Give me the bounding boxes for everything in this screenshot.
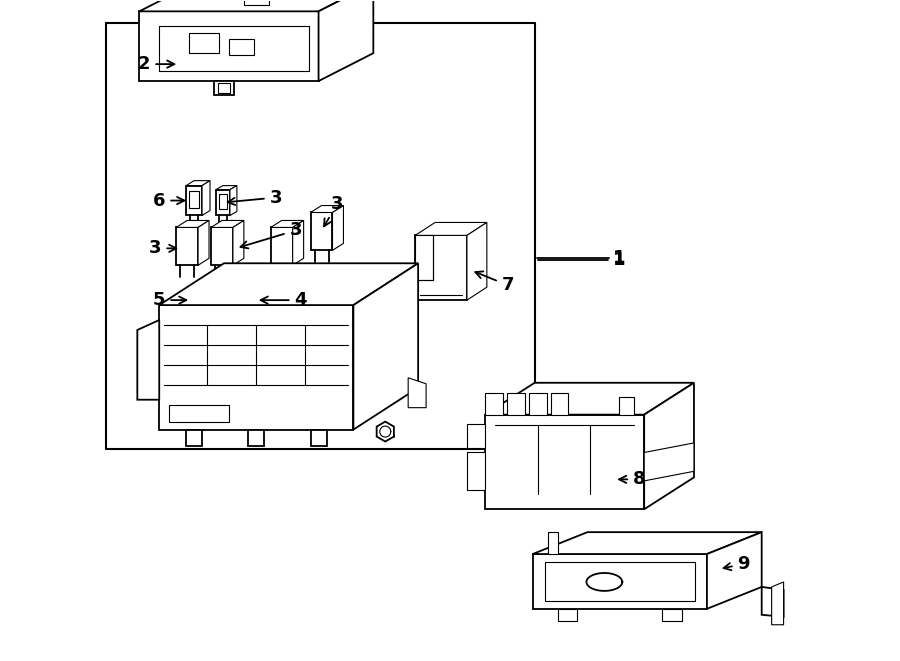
Polygon shape [415, 223, 487, 235]
Polygon shape [467, 453, 485, 490]
Polygon shape [211, 227, 233, 265]
Text: 4: 4 [261, 291, 307, 309]
Polygon shape [544, 562, 695, 601]
Text: 7: 7 [475, 272, 514, 294]
Text: 6: 6 [153, 192, 184, 210]
Polygon shape [706, 532, 761, 609]
Polygon shape [533, 554, 706, 609]
Polygon shape [619, 397, 634, 414]
Polygon shape [761, 587, 784, 617]
Polygon shape [140, 0, 374, 11]
Polygon shape [266, 286, 275, 310]
Polygon shape [485, 393, 503, 414]
Polygon shape [202, 180, 210, 215]
Polygon shape [140, 11, 319, 81]
Text: 3: 3 [149, 239, 176, 257]
Polygon shape [138, 320, 159, 400]
Polygon shape [186, 180, 210, 186]
Polygon shape [771, 582, 784, 625]
Text: 3: 3 [324, 194, 344, 226]
Text: 8: 8 [619, 471, 645, 488]
Polygon shape [332, 206, 344, 251]
Text: 1: 1 [613, 251, 626, 269]
Polygon shape [214, 81, 234, 95]
Text: 5: 5 [153, 291, 186, 309]
Polygon shape [186, 286, 213, 292]
Polygon shape [354, 263, 418, 430]
Polygon shape [216, 190, 230, 215]
Polygon shape [248, 286, 275, 292]
Polygon shape [186, 186, 202, 215]
Polygon shape [467, 223, 487, 300]
Polygon shape [248, 292, 266, 310]
Polygon shape [528, 393, 546, 414]
Polygon shape [159, 263, 418, 305]
Polygon shape [211, 221, 244, 227]
Polygon shape [662, 609, 682, 621]
Polygon shape [310, 206, 344, 212]
Polygon shape [159, 305, 354, 430]
Text: 3: 3 [240, 221, 302, 249]
Polygon shape [292, 221, 303, 265]
Polygon shape [644, 383, 694, 509]
Polygon shape [644, 443, 694, 481]
Text: 9: 9 [724, 555, 750, 573]
Polygon shape [485, 383, 694, 414]
Polygon shape [176, 221, 209, 227]
Polygon shape [244, 0, 269, 5]
Polygon shape [198, 221, 209, 265]
Polygon shape [189, 190, 199, 208]
Text: 2: 2 [138, 55, 175, 73]
Polygon shape [551, 393, 569, 414]
Polygon shape [186, 430, 202, 446]
Polygon shape [409, 378, 426, 408]
Polygon shape [229, 39, 254, 55]
Polygon shape [547, 532, 557, 554]
Polygon shape [233, 221, 244, 265]
Polygon shape [271, 227, 292, 265]
Polygon shape [216, 186, 237, 190]
Polygon shape [186, 292, 204, 310]
Polygon shape [533, 532, 761, 554]
Polygon shape [218, 83, 230, 93]
Polygon shape [176, 227, 198, 265]
Polygon shape [204, 286, 213, 310]
Polygon shape [189, 33, 219, 53]
Polygon shape [271, 221, 303, 227]
Polygon shape [467, 424, 485, 447]
Polygon shape [485, 414, 644, 509]
Polygon shape [310, 212, 332, 251]
Polygon shape [319, 0, 373, 81]
Text: 1: 1 [613, 249, 626, 267]
Polygon shape [415, 235, 433, 280]
Text: 3: 3 [228, 188, 282, 206]
Polygon shape [507, 393, 525, 414]
Polygon shape [219, 194, 227, 208]
Polygon shape [310, 430, 327, 446]
Polygon shape [248, 430, 264, 446]
Polygon shape [169, 405, 229, 422]
Polygon shape [415, 235, 467, 300]
Polygon shape [230, 186, 237, 215]
Polygon shape [557, 609, 578, 621]
